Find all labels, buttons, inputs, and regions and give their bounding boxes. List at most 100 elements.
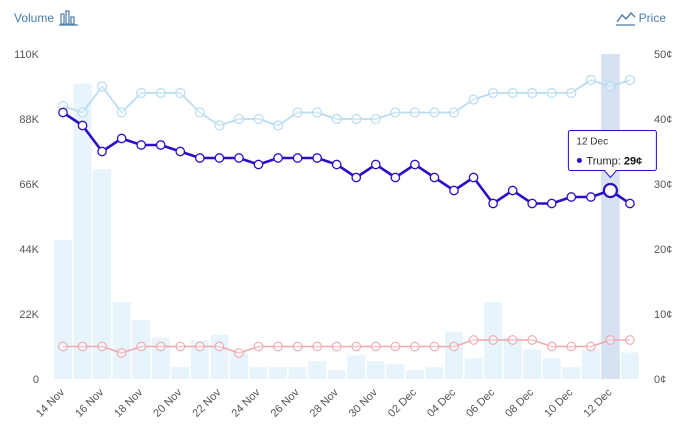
trump-series-point[interactable] [370, 159, 381, 170]
trump-series-point[interactable] [585, 192, 596, 202]
volume-bar [503, 337, 522, 379]
trump-series-point[interactable] [195, 153, 205, 163]
red-series-point[interactable] [292, 341, 303, 352]
x-tick-label: 24 Nov [229, 386, 262, 419]
light-series-point[interactable] [624, 74, 636, 86]
red-series-point[interactable] [566, 341, 577, 352]
light-series-point[interactable] [292, 107, 303, 118]
trump-series-point[interactable] [214, 153, 225, 163]
trump-series-point[interactable] [351, 172, 362, 183]
red-series-point[interactable] [58, 341, 68, 352]
red-series-point[interactable] [116, 348, 127, 358]
light-series-point[interactable] [312, 107, 323, 118]
red-series-point[interactable] [605, 335, 616, 345]
trump-series-point[interactable] [488, 198, 498, 209]
light-series-point[interactable] [507, 87, 518, 99]
light-series-point[interactable] [527, 87, 538, 99]
red-series-point[interactable] [195, 341, 205, 352]
light-series-point[interactable] [566, 87, 577, 99]
red-series-point[interactable] [370, 341, 381, 352]
trump-series-point[interactable] [312, 153, 322, 163]
light-series-point[interactable] [448, 107, 460, 118]
light-series-point[interactable] [253, 113, 264, 125]
light-series-point[interactable] [194, 107, 205, 118]
trump-series-point[interactable] [546, 198, 557, 209]
red-series-point[interactable] [390, 341, 401, 352]
trump-series-point[interactable] [625, 198, 635, 209]
light-series-point[interactable] [429, 107, 440, 118]
red-series-point[interactable] [312, 341, 323, 352]
red-series-point[interactable] [468, 335, 479, 345]
trump-series-point[interactable] [468, 172, 479, 183]
red-series-point[interactable] [273, 341, 283, 352]
red-series-point[interactable] [488, 335, 498, 345]
light-series-point[interactable] [468, 94, 479, 105]
trump-series-point[interactable] [234, 153, 244, 163]
trump-series-point[interactable] [527, 198, 538, 209]
trump-series-point[interactable] [175, 146, 186, 157]
y-left-tick-label: 66K [19, 179, 39, 191]
light-series-point[interactable] [116, 107, 127, 118]
light-series-point[interactable] [136, 87, 147, 99]
red-series-point[interactable] [97, 341, 107, 352]
light-series-point[interactable] [409, 107, 420, 118]
y-left-tick-label: 44K [19, 244, 39, 256]
light-series-point[interactable] [175, 87, 186, 99]
red-series-point[interactable] [410, 341, 420, 352]
light-series-point[interactable] [272, 120, 284, 131]
trump-series-point[interactable] [390, 172, 401, 183]
trump-series-point[interactable] [292, 153, 303, 163]
red-series-point[interactable] [331, 341, 342, 352]
red-series-point[interactable] [77, 341, 88, 352]
trump-series-point[interactable] [507, 185, 518, 196]
trump-series-point[interactable] [429, 172, 440, 183]
trump-series-point[interactable] [136, 140, 147, 150]
red-series-point[interactable] [253, 341, 264, 352]
x-tick-label: 10 Dec [542, 386, 575, 419]
red-series-point[interactable] [155, 341, 166, 352]
trump-series-point[interactable] [253, 159, 264, 170]
trump-series-point[interactable] [273, 153, 283, 163]
red-series-point[interactable] [527, 335, 538, 345]
light-series-point[interactable] [546, 87, 557, 99]
red-series-point[interactable] [585, 341, 596, 352]
red-series-point[interactable] [429, 341, 440, 352]
light-series-point[interactable] [605, 81, 616, 92]
red-series-point[interactable] [234, 348, 244, 358]
red-series-point[interactable] [625, 335, 635, 345]
volume-bar [269, 367, 288, 379]
light-series-point[interactable] [331, 113, 342, 125]
light-series-point[interactable] [585, 74, 596, 86]
trump-series-point[interactable] [566, 192, 577, 202]
trump-series-point[interactable] [449, 185, 459, 196]
light-series-point[interactable] [214, 120, 225, 131]
light-series-point[interactable] [390, 107, 401, 118]
trump-series-point[interactable] [116, 133, 127, 144]
trump-series-point[interactable] [58, 107, 68, 118]
x-tick-label: 22 Nov [190, 386, 223, 419]
light-series-point[interactable] [233, 113, 245, 125]
light-series-point[interactable] [370, 113, 381, 125]
trump-series-point[interactable] [410, 159, 420, 170]
red-series-point[interactable] [546, 341, 557, 352]
light-series-point[interactable] [155, 87, 166, 99]
red-series-point[interactable] [351, 341, 362, 352]
red-series-point[interactable] [175, 341, 186, 352]
trump-series-point[interactable] [97, 146, 107, 157]
trump-series-point[interactable] [602, 182, 619, 199]
red-series-point[interactable] [136, 341, 147, 352]
light-series-point[interactable] [488, 87, 499, 99]
trump-series-point[interactable] [77, 120, 88, 131]
tooltip-pointer-joint [605, 169, 616, 172]
price-axis-header[interactable]: Price [615, 8, 666, 28]
red-series-point[interactable] [449, 341, 459, 352]
red-series-point[interactable] [507, 335, 518, 345]
trump-series-point[interactable] [155, 140, 166, 150]
light-series-point[interactable] [351, 113, 362, 125]
volume-axis-header[interactable]: Volume [14, 8, 79, 28]
red-series-point[interactable] [214, 341, 225, 352]
light-series-point[interactable] [77, 107, 88, 118]
light-series-point[interactable] [96, 81, 108, 92]
trump-series-point[interactable] [331, 159, 342, 170]
